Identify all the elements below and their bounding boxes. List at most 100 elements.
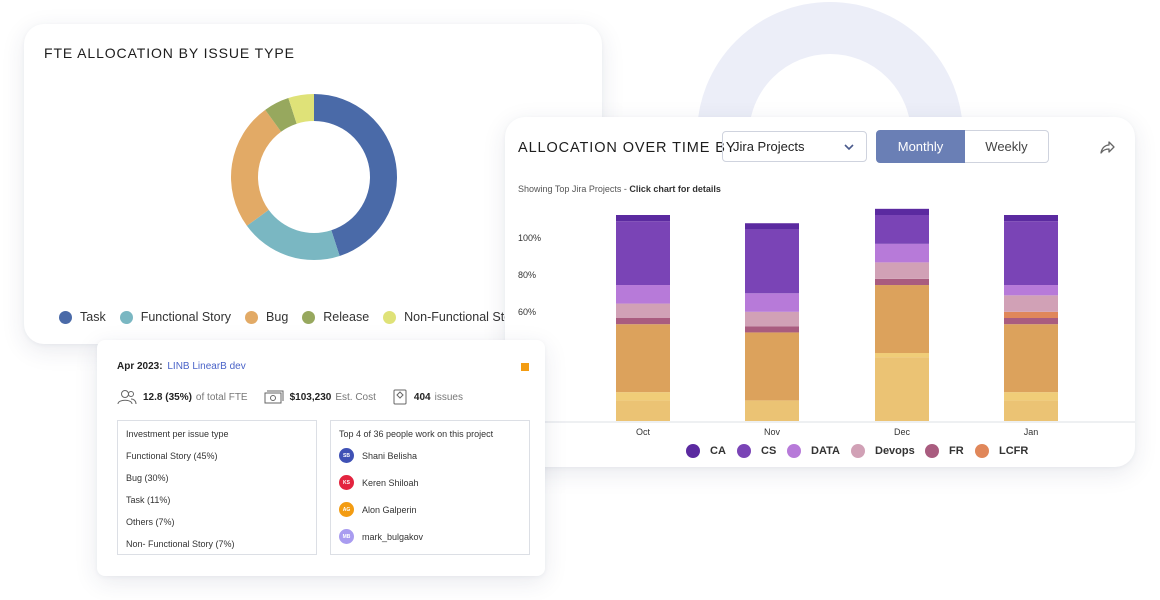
allocation-over-time-card: ALLOCATION OVER TIME BY Jira Projects Mo… bbox=[505, 117, 1135, 467]
person-name: Shani Belisha bbox=[362, 450, 418, 461]
bar-segment-seg-mid[interactable] bbox=[616, 392, 670, 401]
bar-segment-seg-mid[interactable] bbox=[1004, 392, 1058, 401]
bar-segment-data[interactable] bbox=[616, 285, 670, 304]
bar-segment-fr[interactable] bbox=[616, 318, 670, 325]
legend-swatch bbox=[245, 310, 259, 324]
person-name: Keren Shiloah bbox=[362, 477, 419, 488]
bar-segment-cs[interactable] bbox=[1004, 221, 1058, 286]
group-by-dropdown[interactable]: Jira Projects bbox=[722, 131, 867, 162]
bar-segment-data[interactable] bbox=[875, 243, 929, 263]
legend-label: Task bbox=[80, 310, 106, 324]
bar-segment-lcfr[interactable] bbox=[1004, 311, 1058, 318]
bar-segment-seg-light[interactable] bbox=[875, 357, 929, 421]
bar-segment-devops[interactable] bbox=[616, 303, 670, 318]
monthly-toggle-button[interactable]: Monthly bbox=[876, 130, 965, 163]
fte-value: 12.8 (35%) bbox=[143, 391, 192, 403]
fte-label: of total FTE bbox=[195, 391, 248, 403]
bar-segment-ca[interactable] bbox=[745, 223, 799, 230]
bar-segment-devops[interactable] bbox=[1004, 295, 1058, 312]
cost-stat: $103,230 Est. Cost bbox=[264, 389, 376, 405]
bar-segment-seg-orange[interactable] bbox=[745, 332, 799, 401]
legend-label: Non-Functional Story bbox=[404, 310, 522, 324]
bar-legend-item[interactable]: LCFR bbox=[975, 444, 1028, 458]
donut-slice-non-functional-story[interactable] bbox=[288, 94, 314, 124]
bar-segment-fr[interactable] bbox=[745, 326, 799, 333]
bar-segment-devops[interactable] bbox=[745, 311, 799, 327]
bar-segment-seg-mid[interactable] bbox=[875, 353, 929, 358]
bar-segment-fr[interactable] bbox=[875, 278, 929, 286]
donut-legend: Task Functional Story Bug Release Non-Functi… bbox=[59, 310, 536, 329]
detail-header: Apr 2023: LINB LinearB dev bbox=[117, 361, 246, 372]
bar-segment-cs[interactable] bbox=[745, 229, 799, 294]
bar-segment-fr[interactable] bbox=[1004, 318, 1058, 325]
legend-item[interactable]: Bug bbox=[245, 310, 288, 324]
bar-segment-seg-light[interactable] bbox=[1004, 400, 1058, 421]
person-name: mark_bulgakov bbox=[362, 531, 424, 542]
donut-slice-release[interactable] bbox=[265, 98, 297, 132]
issues-stat: 404 issues bbox=[392, 389, 463, 405]
legend-swatch bbox=[925, 444, 939, 458]
bar-segment-data[interactable] bbox=[1004, 285, 1058, 296]
share-icon[interactable] bbox=[1099, 139, 1115, 155]
bar-segment-devops[interactable] bbox=[875, 262, 929, 279]
issues-label: issues bbox=[434, 391, 463, 403]
person-name: Alon Galperin bbox=[362, 504, 417, 515]
stacked-bar-chart[interactable]: Oct Nov Dec Jan 100% 80% 60% bbox=[505, 207, 1135, 447]
investment-item: Task (11%) bbox=[126, 495, 171, 505]
legend-item[interactable]: Task bbox=[59, 310, 106, 324]
person-row[interactable]: AG Alon Galperin bbox=[339, 502, 521, 517]
bar-segment-seg-light[interactable] bbox=[745, 400, 799, 421]
issues-value: 404 bbox=[413, 391, 431, 403]
investment-box: Investment per issue type Functional Sto… bbox=[117, 420, 317, 555]
legend-swatch bbox=[737, 444, 751, 458]
person-row[interactable]: KS Keren Shiloah bbox=[339, 475, 521, 490]
legend-swatch bbox=[686, 444, 700, 458]
bar-legend-item[interactable]: CA bbox=[686, 444, 726, 458]
project-link[interactable]: LINB LinearB dev bbox=[167, 361, 246, 372]
bar-segment-seg-orange[interactable] bbox=[875, 285, 929, 354]
donut-slice-bug[interactable] bbox=[231, 109, 282, 226]
person-row[interactable]: SB Shani Belisha bbox=[339, 448, 521, 463]
subtitle-cta[interactable]: Click chart for details bbox=[629, 184, 721, 194]
fte-stat: 12.8 (35%) of total FTE bbox=[117, 389, 248, 405]
legend-item[interactable]: Non-Functional Story bbox=[383, 310, 522, 324]
bar-segment-seg-orange[interactable] bbox=[1004, 324, 1058, 393]
legend-label: FR bbox=[949, 445, 964, 457]
bar-legend-item[interactable]: FR bbox=[925, 444, 964, 458]
x-tick-label: Nov bbox=[764, 427, 781, 437]
donut-slice-functional-story[interactable] bbox=[246, 209, 340, 260]
issue-icon bbox=[393, 389, 407, 405]
x-tick-label: Jan bbox=[1024, 427, 1039, 437]
bar-segment-seg-light[interactable] bbox=[616, 400, 670, 421]
legend-item[interactable]: Functional Story bbox=[119, 310, 231, 324]
person-row[interactable]: MB mark_bulgakov bbox=[339, 529, 521, 544]
weekly-toggle-button[interactable]: Weekly bbox=[965, 130, 1049, 163]
bar-segment-data[interactable] bbox=[745, 293, 799, 312]
fte-card-title: FTE ALLOCATION BY ISSUE TYPE bbox=[44, 45, 295, 61]
bar-segment-cs[interactable] bbox=[616, 221, 670, 286]
bar-segment-seg-orange[interactable] bbox=[616, 324, 670, 393]
investment-heading: Investment per issue type bbox=[126, 429, 229, 439]
legend-item[interactable]: Release bbox=[302, 310, 369, 324]
bar-segment-ca[interactable] bbox=[616, 215, 670, 222]
people-heading: Top 4 of 36 people work on this project bbox=[339, 429, 494, 439]
subtitle-prefix: Showing Top Jira Projects - bbox=[518, 184, 630, 194]
bar-legend-item[interactable]: DATA bbox=[787, 444, 840, 458]
detail-stats: 12.8 (35%) of total FTE $103,230 Est. Cost… bbox=[117, 389, 463, 405]
detail-period: Apr 2023: bbox=[117, 361, 163, 372]
legend-swatch bbox=[851, 444, 865, 458]
x-tick-label: Dec bbox=[894, 427, 911, 437]
donut-chart[interactable] bbox=[224, 87, 404, 267]
project-color-marker bbox=[521, 363, 529, 371]
money-icon bbox=[264, 390, 284, 404]
avatar: AG bbox=[339, 502, 354, 517]
avatar: KS bbox=[339, 475, 354, 490]
investment-item: Non- Functional Story (7%) bbox=[126, 539, 235, 549]
bar-segment-ca[interactable] bbox=[875, 208, 929, 215]
x-tick-label: Oct bbox=[636, 427, 651, 437]
bar-segment-ca[interactable] bbox=[1004, 215, 1058, 222]
bar-segment-cs[interactable] bbox=[875, 215, 929, 244]
bar-legend-item[interactable]: Devops bbox=[851, 444, 915, 458]
bar-legend-item[interactable]: CS bbox=[737, 444, 776, 458]
donut-slice-task[interactable] bbox=[314, 94, 397, 256]
